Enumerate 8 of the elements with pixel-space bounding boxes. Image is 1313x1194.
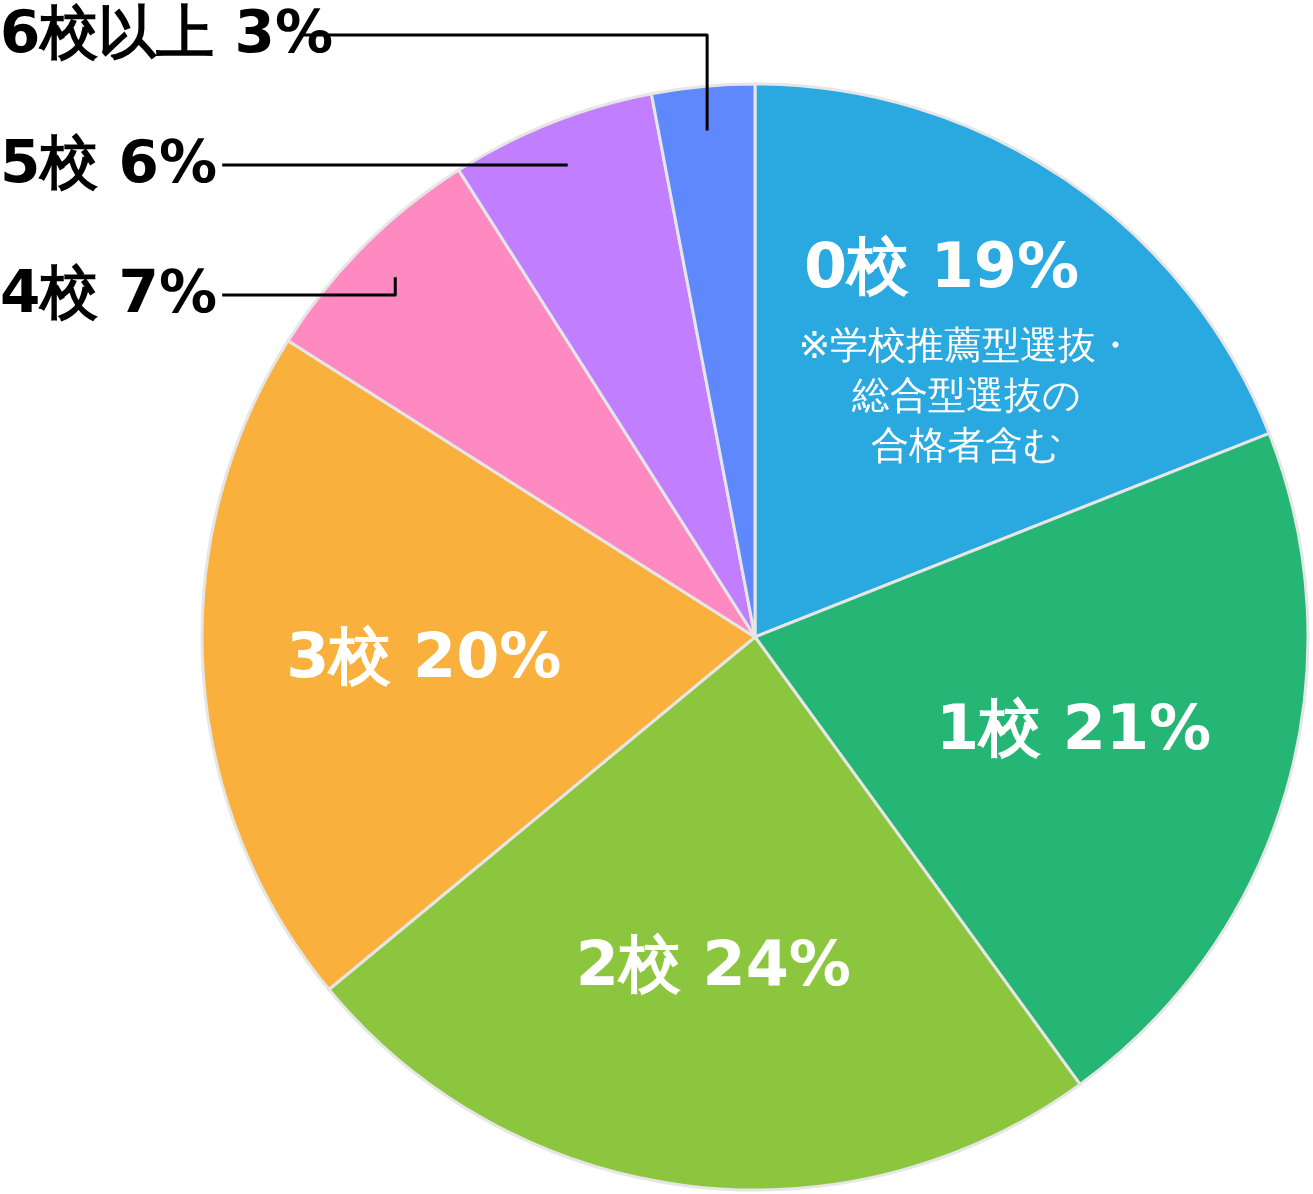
slice-label: 0校 19% — [803, 228, 1080, 302]
slice-label: 3校 20% — [286, 618, 562, 692]
slice-label: 1校 21% — [936, 690, 1212, 764]
text: ※学校推薦型選抜・総合型選抜の合格者含む — [798, 322, 1135, 467]
slice-label: 4校 7% — [0, 258, 218, 326]
slice-label: 6校以上 3% — [0, 0, 334, 66]
slice-label: 5校 6% — [0, 128, 218, 196]
slice-label: 2校 24% — [575, 927, 851, 1001]
